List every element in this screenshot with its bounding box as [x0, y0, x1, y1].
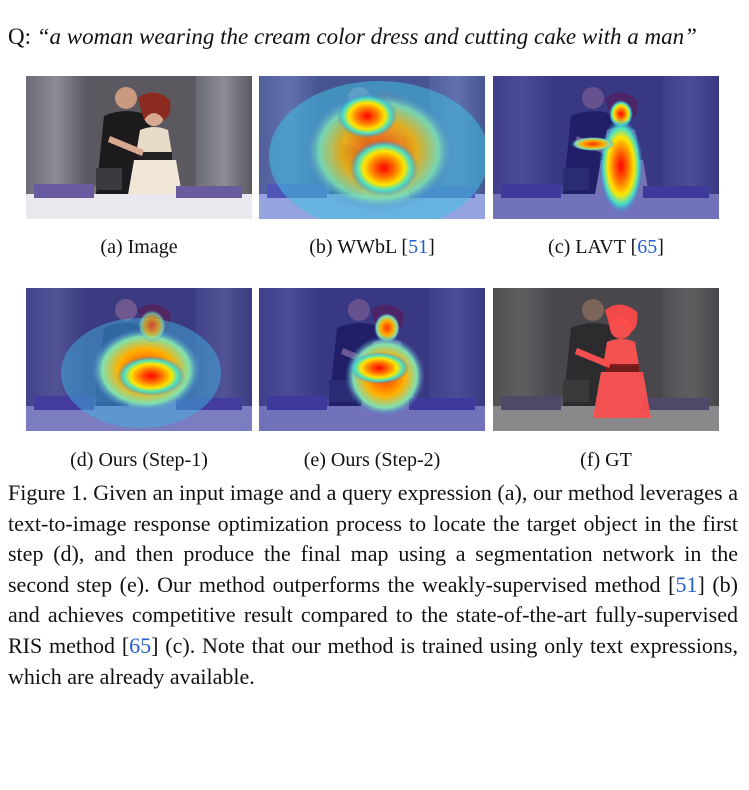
- label-b-suffix: ]: [428, 236, 435, 258]
- caption-ref-65[interactable]: 65: [129, 632, 152, 658]
- label-d-text: (d) Ours (Step-1): [70, 449, 208, 471]
- query-prefix: Q:: [8, 24, 37, 49]
- label-b-text: (b) WWbL [: [309, 236, 409, 258]
- query-expression: Q: “a woman wearing the cream color dres…: [8, 24, 697, 50]
- label-f: (f) GT: [486, 449, 726, 472]
- label-f-text: (f) GT: [580, 449, 632, 471]
- label-c-ref[interactable]: 65: [637, 236, 658, 258]
- lavt-heatmap: [493, 76, 719, 219]
- ours-step1-heatmap: [26, 288, 252, 431]
- panel-gt: [493, 288, 719, 431]
- input-image: [26, 76, 252, 219]
- caption-ref-51[interactable]: 51: [675, 571, 698, 597]
- label-d: (d) Ours (Step-1): [19, 449, 259, 472]
- wwbl-heatmap: [259, 76, 485, 219]
- caption-part-3: ] (c). Note that our method is trained u…: [8, 632, 738, 689]
- panel-ours-step1: [26, 288, 252, 431]
- label-b: (b) WWbL [51]: [252, 236, 492, 259]
- ground-truth-mask: [493, 288, 719, 431]
- label-e-text: (e) Ours (Step-2): [303, 449, 441, 471]
- panel-lavt: [493, 76, 719, 219]
- ours-step2-heatmap: [259, 288, 485, 431]
- label-b-ref[interactable]: 51: [408, 236, 429, 258]
- label-c-text: (c) LAVT [: [548, 236, 638, 258]
- label-a: (a) Image: [19, 236, 259, 259]
- panel-wwbl: [259, 76, 485, 219]
- figure-caption: Figure 1. Given an input image and a que…: [8, 478, 738, 692]
- query-text: “a woman wearing the cream color dress a…: [36, 24, 697, 49]
- label-a-text: (a) Image: [100, 236, 178, 258]
- caption-part-1: Figure 1. Given an input image and a que…: [8, 480, 738, 597]
- label-c: (c) LAVT [65]: [486, 236, 726, 259]
- caption-part-2: ] (b) and achieves competitive result co…: [8, 571, 738, 658]
- panel-image: [26, 76, 252, 219]
- panel-ours-step2: [259, 288, 485, 431]
- label-c-suffix: ]: [657, 236, 664, 258]
- label-e: (e) Ours (Step-2): [252, 449, 492, 472]
